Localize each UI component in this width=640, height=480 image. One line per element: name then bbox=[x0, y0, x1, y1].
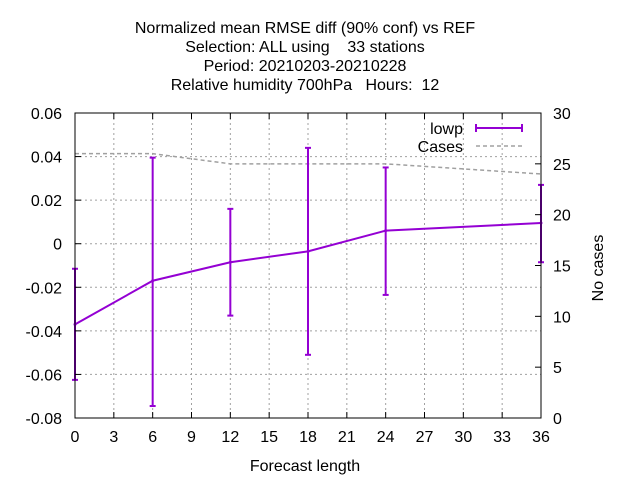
title-line-2: Selection: ALL using 33 stations bbox=[185, 39, 425, 56]
lowp-errorbar bbox=[382, 166, 389, 296]
legend-label-lowp: lowp bbox=[430, 121, 463, 138]
legend-sample-lowp bbox=[475, 124, 523, 132]
title-line-3: Period: 20210203-20210228 bbox=[204, 58, 407, 75]
lowp-line bbox=[74, 222, 542, 326]
x-tick-label: 24 bbox=[377, 429, 395, 446]
y2-tick-label: 15 bbox=[553, 259, 571, 276]
y-tick-label: -0.06 bbox=[26, 367, 63, 384]
x-axis-ticks: 0 3 6 9 12 15 18 21 24 27 30 33 36 bbox=[71, 113, 550, 446]
lowp-point bbox=[151, 279, 155, 283]
lowp-errorbar bbox=[227, 207, 234, 317]
x-tick-label: 18 bbox=[299, 429, 317, 446]
y2-tick-label: 5 bbox=[553, 360, 562, 377]
y-tick-label: 0.04 bbox=[31, 150, 62, 167]
x-axis-label: Forecast length bbox=[250, 458, 360, 475]
y2-tick-label: 25 bbox=[553, 157, 571, 174]
lowp-errorbar bbox=[305, 146, 311, 356]
x-tick-label: 3 bbox=[109, 429, 118, 446]
series-lowp bbox=[72, 146, 544, 408]
title-line-1: Normalized mean RMSE diff (90% conf) vs … bbox=[135, 20, 475, 37]
lowp-point bbox=[384, 229, 388, 233]
y2-tick-label: 10 bbox=[553, 309, 571, 326]
y2-tick-label: 0 bbox=[553, 411, 562, 428]
x-tick-label: 33 bbox=[493, 429, 511, 446]
x-tick-label: 36 bbox=[532, 429, 550, 446]
y2-tick-label: 30 bbox=[553, 106, 571, 123]
x-tick-label: 21 bbox=[338, 429, 356, 446]
y-axis-ticks: -0.08 -0.06 -0.04 -0.02 0 0.02 0.04 0.06 bbox=[26, 106, 81, 428]
cases-line bbox=[75, 152, 542, 175]
lowp-point bbox=[228, 260, 232, 264]
x-tick-label: 30 bbox=[454, 429, 472, 446]
x-tick-label: 27 bbox=[416, 429, 434, 446]
title-line-4: Relative humidity 700hPa Hours: 12 bbox=[171, 77, 440, 94]
legend-label-cases: Cases bbox=[418, 139, 463, 156]
x-tick-label: 12 bbox=[221, 429, 239, 446]
y-tick-label: 0.02 bbox=[31, 193, 62, 210]
legend: lowp Cases bbox=[418, 121, 523, 156]
y-tick-label: -0.08 bbox=[26, 411, 63, 428]
y-tick-label: -0.02 bbox=[26, 280, 63, 297]
x-tick-label: 0 bbox=[71, 429, 80, 446]
y2-axis-ticks: 0 5 10 15 20 25 30 bbox=[535, 106, 571, 428]
lowp-errorbar bbox=[149, 156, 156, 408]
x-tick-label: 9 bbox=[187, 429, 196, 446]
x-tick-label: 15 bbox=[260, 429, 278, 446]
lowp-point bbox=[306, 249, 310, 253]
x-tick-label: 6 bbox=[148, 429, 157, 446]
y2-axis-label: No cases bbox=[590, 235, 607, 302]
chart-title: Normalized mean RMSE diff (90% conf) vs … bbox=[135, 20, 475, 94]
y-tick-label: 0.06 bbox=[31, 106, 62, 123]
y2-tick-label: 20 bbox=[553, 208, 571, 225]
y-tick-label: -0.04 bbox=[26, 324, 63, 341]
y-tick-label: 0 bbox=[53, 237, 62, 254]
